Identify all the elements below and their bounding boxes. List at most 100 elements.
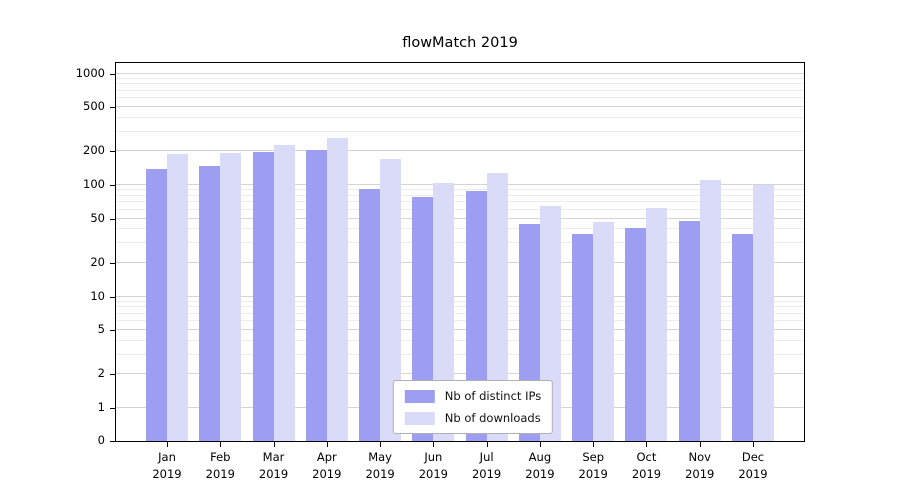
- legend-swatch-downloads: [404, 411, 435, 425]
- bar-distinct-ips: [678, 220, 700, 441]
- y-tick-label: 5: [97, 322, 105, 337]
- x-tick-mark: [593, 442, 595, 447]
- gridline-minor: [116, 320, 804, 322]
- x-tick-mark: [646, 442, 648, 447]
- gridline-major: [116, 72, 804, 74]
- y-tick-mark: [110, 185, 115, 186]
- gridline-minor: [116, 353, 804, 355]
- gridline-minor: [116, 194, 804, 196]
- gridline-minor: [116, 116, 804, 118]
- plot-area: Nb of distinct IPs Nb of downloads: [115, 62, 805, 442]
- x-tick-label: May 2019: [365, 450, 395, 481]
- legend-item: Nb of downloads: [404, 411, 541, 425]
- gridline-major: [116, 217, 804, 219]
- x-tick-mark: [699, 442, 701, 447]
- gridline-minor: [116, 312, 804, 314]
- bar-distinct-ips: [625, 228, 647, 441]
- gridline-major: [116, 329, 804, 331]
- bar-downloads: [326, 138, 348, 441]
- gridline-minor: [116, 77, 804, 79]
- bar-downloads: [167, 153, 188, 441]
- bar-downloads: [486, 173, 508, 441]
- bar-distinct-ips: [146, 168, 167, 441]
- gridline-major: [116, 261, 804, 263]
- legend-label: Nb of distinct IPs: [444, 389, 542, 403]
- gridline-minor: [116, 89, 804, 91]
- x-tick-label: Jul 2019: [471, 450, 502, 481]
- legend-item: Nb of distinct IPs: [404, 389, 542, 403]
- bar-distinct-ips: [465, 191, 487, 441]
- bar-downloads: [753, 185, 774, 441]
- y-tick-mark: [110, 218, 115, 220]
- x-tick-label: Nov 2019: [685, 450, 715, 481]
- bar-downloads: [220, 153, 242, 441]
- y-tick-label: 100: [83, 177, 105, 191]
- x-tick-mark: [273, 442, 275, 447]
- y-tick-mark: [110, 107, 115, 109]
- x-tick-label: Feb 2019: [205, 450, 235, 481]
- gridline-minor: [116, 83, 804, 85]
- bar-distinct-ips: [572, 234, 594, 441]
- y-tick-mark: [110, 374, 115, 376]
- bar-downloads: [646, 208, 668, 441]
- chart-title: flowMatch 2019: [402, 35, 518, 51]
- y-tick-mark: [110, 296, 115, 298]
- x-tick-mark: [220, 442, 222, 447]
- legend-swatch-distinct-ips: [404, 389, 435, 403]
- x-tick-label: Jun 2019: [418, 450, 448, 481]
- gridline-major: [116, 106, 804, 108]
- gridline-major: [116, 295, 804, 297]
- x-tick-label: Oct 2019: [631, 450, 662, 481]
- x-tick-label: Aug 2019: [525, 450, 555, 481]
- x-tick-label: Dec 2019: [738, 450, 768, 481]
- y-tick-mark: [110, 73, 115, 75]
- gridline-minor: [116, 201, 804, 203]
- y-tick-label: 200: [83, 143, 105, 158]
- gridline-minor: [116, 189, 804, 191]
- x-tick-label: Mar 2019: [258, 450, 289, 481]
- y-tick-label: 0: [97, 433, 105, 447]
- x-tick-mark: [326, 442, 328, 447]
- gridline-minor: [116, 339, 804, 341]
- x-tick-mark: [753, 442, 754, 447]
- bar-downloads: [699, 180, 721, 441]
- legend: Nb of distinct IPs Nb of downloads: [392, 380, 554, 434]
- gridline-major: [116, 150, 804, 152]
- y-tick-mark: [110, 151, 115, 153]
- y-tick-label: 50: [90, 210, 105, 225]
- x-tick-label: Jan 2019: [152, 450, 182, 481]
- bar-distinct-ips: [359, 188, 381, 441]
- bar-distinct-ips: [732, 234, 753, 441]
- x-tick-mark: [380, 442, 382, 447]
- y-tick-label: 1: [97, 400, 105, 414]
- gridline-minor: [116, 130, 804, 132]
- gridline-minor: [116, 97, 804, 99]
- x-tick-mark: [167, 442, 168, 447]
- bar-distinct-ips: [305, 149, 327, 441]
- gridline-minor: [116, 306, 804, 308]
- bar-downloads: [273, 144, 295, 441]
- x-tick-mark: [539, 442, 541, 447]
- y-tick-label: 1000: [75, 65, 105, 80]
- bar-downloads: [593, 221, 615, 441]
- y-tick-mark: [110, 330, 115, 332]
- y-tick-label: 20: [90, 254, 105, 269]
- x-tick-mark: [486, 442, 488, 447]
- gridline-minor: [116, 300, 804, 302]
- x-tick-label: Sep 2019: [578, 450, 608, 481]
- bar-downloads: [433, 182, 455, 441]
- gridline-minor: [116, 228, 804, 230]
- y-tick-label: 2: [97, 366, 105, 381]
- x-tick-label: Apr 2019: [312, 450, 342, 481]
- bar-downloads: [380, 159, 402, 441]
- bar-distinct-ips: [252, 152, 274, 441]
- bar-distinct-ips: [199, 166, 221, 441]
- y-tick-mark: [110, 262, 115, 264]
- gridline-major: [116, 373, 804, 375]
- legend-label: Nb of downloads: [444, 411, 541, 425]
- x-tick-mark: [433, 442, 435, 447]
- y-tick-label: 500: [83, 99, 105, 114]
- gridline-major: [116, 184, 804, 185]
- gridline-minor: [116, 242, 804, 244]
- y-tick-mark: [110, 441, 115, 442]
